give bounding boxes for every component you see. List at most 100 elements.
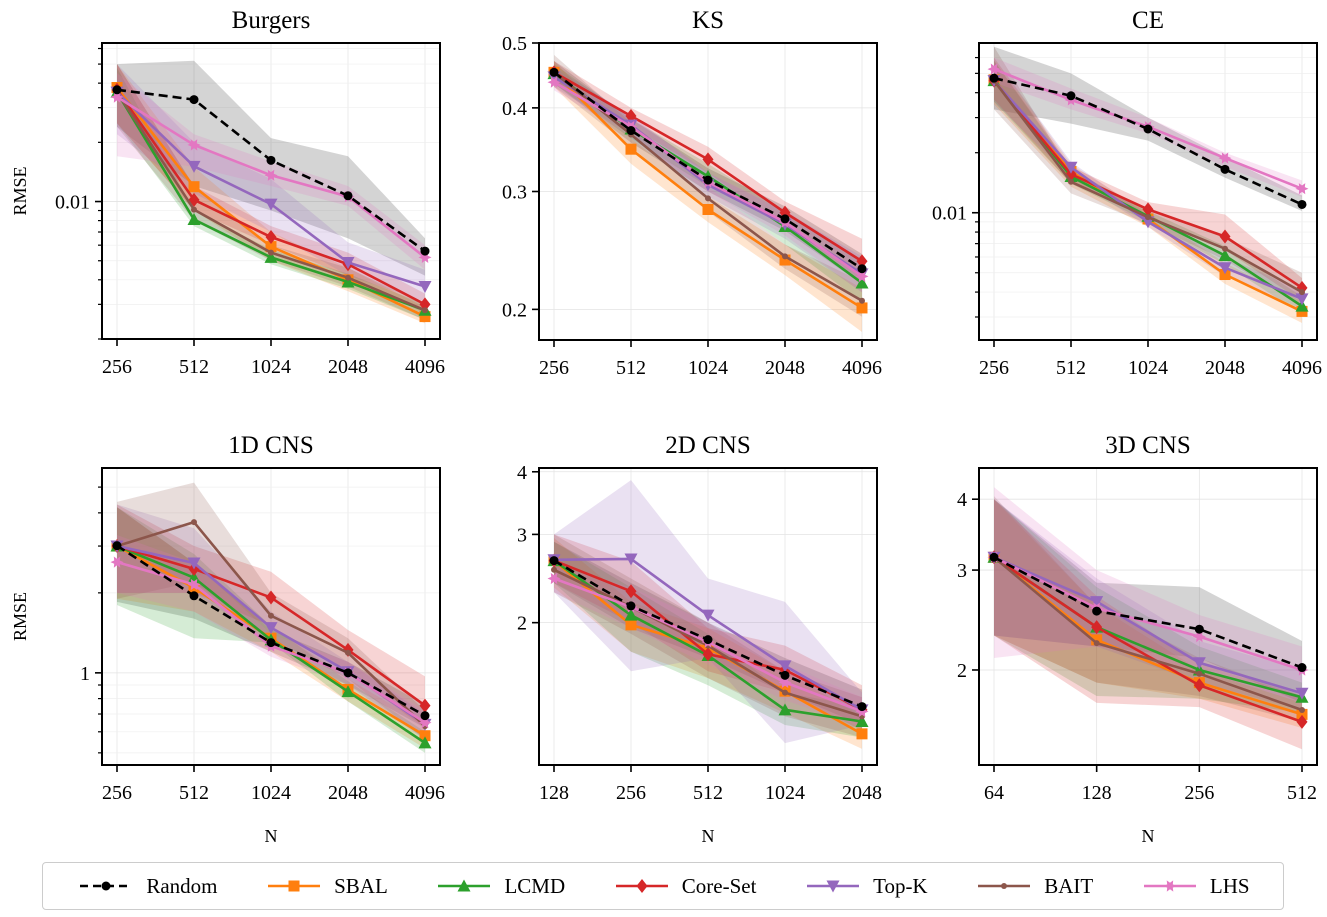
y-tick-label: 0.4 (502, 98, 527, 120)
series-random (112, 541, 430, 721)
point-bait (1145, 214, 1151, 221)
point-lhs (778, 676, 792, 688)
point-core-set (702, 647, 714, 662)
x-axis-label: N (1142, 826, 1155, 846)
x-tick-label: 4096 (405, 782, 445, 804)
series-random (549, 556, 867, 712)
point-core-set (856, 254, 868, 269)
point-bait (859, 297, 865, 304)
x-tick-label: 1024 (251, 356, 291, 378)
point-random (1297, 663, 1307, 673)
series-bait (991, 554, 1305, 714)
point-bait (268, 612, 274, 619)
y-tick-label: 4 (517, 462, 527, 484)
legend-marker-lhs (1143, 880, 1196, 892)
x-tick-label: 512 (179, 782, 209, 804)
band-bait (554, 54, 862, 317)
x-tick-label: 128 (539, 782, 569, 804)
x-tick-label: 2048 (328, 782, 368, 804)
legend: Random SBAL LCMD Core-Set Top-K BAIT LHS (42, 862, 1284, 910)
point-bait (782, 689, 788, 696)
line-random (993, 556, 1303, 669)
point-random (626, 601, 636, 611)
point-random (343, 191, 353, 201)
point-sbal (1296, 708, 1308, 720)
x-tick-label: 512 (616, 357, 646, 379)
line-bait (993, 556, 1303, 712)
point-random (989, 552, 999, 562)
point-random (266, 638, 276, 648)
legend-item-random: Random (76, 874, 217, 899)
legend-marker-top-k (807, 880, 860, 893)
point-top-k (187, 160, 201, 173)
band-top-k (994, 57, 1302, 309)
point-lhs (547, 76, 561, 88)
point-lhs (855, 270, 869, 283)
legend-square-icon (288, 880, 300, 892)
point-lcmd (341, 275, 355, 288)
x-axis-label: N (265, 826, 278, 846)
point-bait (422, 307, 428, 314)
x-tick-label: 256 (1184, 782, 1214, 804)
point-top-k (1192, 657, 1206, 670)
point-lhs (1295, 183, 1309, 195)
point-random (1297, 199, 1307, 209)
point-top-k (701, 609, 715, 622)
subplot-title: Burgers (232, 7, 311, 34)
x-tick-label: 256 (539, 357, 569, 379)
x-tick-label: 256 (102, 356, 132, 378)
y-tick-label: 2 (517, 613, 527, 635)
point-top-k (341, 256, 355, 269)
y-tick-label: 0.3 (502, 182, 527, 204)
legend-label: LHS (1209, 873, 1250, 898)
point-random (703, 635, 713, 645)
point-sbal (625, 619, 637, 631)
legend-marker-sbal (268, 880, 321, 892)
point-lhs (418, 716, 432, 729)
x-tick-label: 2048 (1205, 357, 1245, 379)
point-random (420, 711, 430, 721)
point-lcmd (1218, 249, 1232, 262)
confidence-bands (994, 487, 1302, 750)
legend-circle-icon (101, 881, 111, 891)
point-lcmd (855, 715, 869, 728)
subplot-ks: 256 512 1024 2048 4096 0.2 0.3 0.4 0.5 KS (502, 7, 882, 379)
point-bait (705, 195, 711, 202)
point-bait (268, 249, 274, 256)
series-random (989, 552, 1307, 673)
subplot-1d-cns: 256 512 1024 2048 4096 1 1D CNS N RMSE (10, 432, 445, 846)
point-random (189, 591, 199, 601)
point-random (549, 556, 559, 566)
point-bait (1068, 178, 1074, 185)
point-core-set (702, 152, 714, 167)
x-tick-label: 2048 (842, 782, 882, 804)
band-core-set (994, 499, 1302, 750)
point-bait (191, 519, 197, 526)
legend-marker-lcmd (438, 879, 491, 892)
legend-label: Top-K (873, 873, 928, 898)
point-core-set (1091, 620, 1103, 635)
subplot-2d-cns: 128 256 512 1024 2048 2 3 4 2D CNS N (517, 432, 882, 846)
y-tick-label: 0.5 (502, 33, 527, 55)
x-tick-label: 256 (102, 782, 132, 804)
y-tick-label: 0.01 (55, 192, 90, 214)
point-sbal (702, 203, 714, 215)
axes-frame (978, 467, 1318, 766)
point-lcmd (341, 685, 355, 698)
x-tick-label: 1024 (251, 782, 291, 804)
point-core-set (1142, 202, 1154, 217)
point-lhs (1192, 631, 1206, 643)
point-bait (1299, 289, 1305, 296)
point-bait (782, 253, 788, 260)
x-tick-label: 512 (1056, 357, 1086, 379)
point-top-k (187, 557, 201, 570)
legend-item-top-k: Top-K (803, 874, 928, 899)
y-axis-label: RMSE (10, 592, 30, 641)
subplot-title: CE (1132, 7, 1164, 34)
subplot-title: 3D CNS (1105, 432, 1190, 459)
legend-marker-core-set (615, 879, 668, 893)
point-lhs (987, 63, 1001, 75)
x-tick-label: 2048 (765, 357, 805, 379)
subplot-title: 2D CNS (665, 432, 750, 459)
x-tick-label: 1024 (765, 782, 805, 804)
